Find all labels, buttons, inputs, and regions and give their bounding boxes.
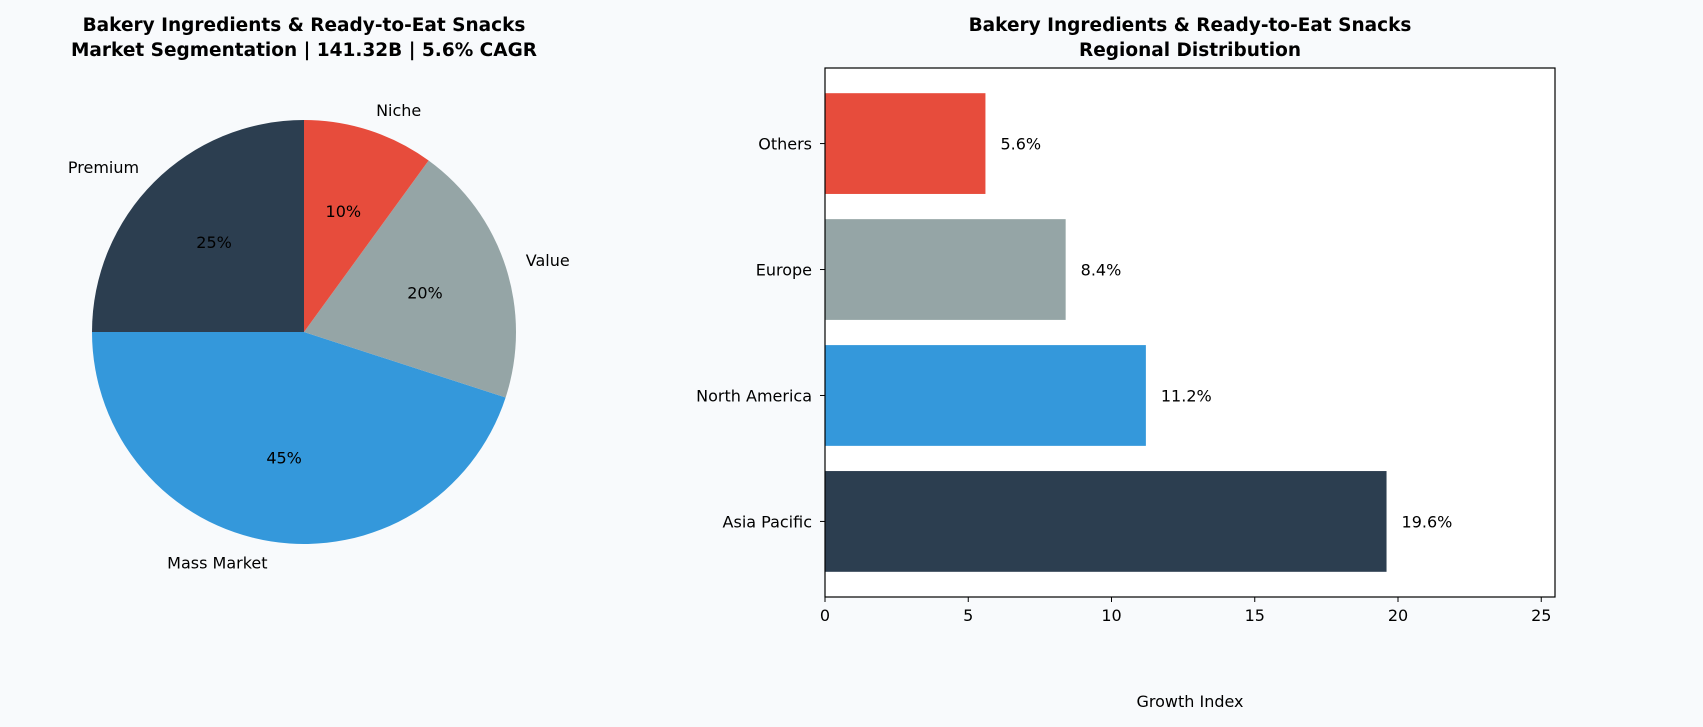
pie-slice-value <box>304 160 516 398</box>
pie-label: Niche <box>376 101 421 120</box>
bar-asia-pacific <box>825 471 1387 572</box>
x-tick-label: 20 <box>1388 606 1408 625</box>
pie-pct-label: 25% <box>196 233 232 252</box>
x-axis-label: Growth Index <box>1136 692 1243 711</box>
x-tick-label: 5 <box>963 606 973 625</box>
x-tick-label: 0 <box>820 606 830 625</box>
pie-label: Value <box>526 251 570 270</box>
pie-label: Premium <box>68 158 139 177</box>
bar-value-label: 5.6% <box>1000 135 1041 154</box>
bar-chart: Bakery Ingredients & Ready-to-Eat Snacks… <box>696 15 1556 711</box>
bar-europe <box>825 219 1066 320</box>
y-tick-label: Others <box>758 135 812 154</box>
bar-value-label: 8.4% <box>1081 261 1122 280</box>
pie-label: Mass Market <box>167 553 267 572</box>
y-tick-label: Europe <box>756 261 812 280</box>
bar-others <box>825 93 986 194</box>
pie-title-line-1: Bakery Ingredients & Ready-to-Eat Snacks <box>83 15 526 36</box>
plot-frame <box>824 67 1556 598</box>
pie-slice-niche <box>304 120 429 332</box>
x-tick-label: 25 <box>1531 606 1551 625</box>
y-tick-label: North America <box>696 386 812 405</box>
x-tick-label: 15 <box>1245 606 1265 625</box>
pie-slice-premium <box>92 120 304 332</box>
pie-pct-label: 20% <box>407 284 443 303</box>
y-tick-label: Asia Pacific <box>723 512 812 531</box>
pie-chart: Bakery Ingredients & Ready-to-Eat Snacks… <box>68 15 570 572</box>
bar-title-line-2: Regional Distribution <box>1079 40 1301 61</box>
x-tick-label: 10 <box>1101 606 1121 625</box>
bar-north-america <box>825 345 1146 446</box>
pie-pct-label: 10% <box>326 202 362 221</box>
bar-title-line-1: Bakery Ingredients & Ready-to-Eat Snacks <box>969 15 1412 36</box>
pie-slice-mass-market <box>92 332 506 544</box>
bar-value-label: 19.6% <box>1402 512 1453 531</box>
pie-pct-label: 45% <box>266 449 302 468</box>
bar-value-label: 11.2% <box>1161 386 1212 405</box>
pie-title-line-2: Market Segmentation | 141.32B | 5.6% CAG… <box>71 40 537 61</box>
